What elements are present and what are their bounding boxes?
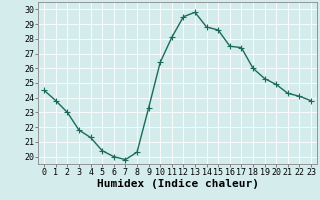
X-axis label: Humidex (Indice chaleur): Humidex (Indice chaleur) [97,179,259,189]
